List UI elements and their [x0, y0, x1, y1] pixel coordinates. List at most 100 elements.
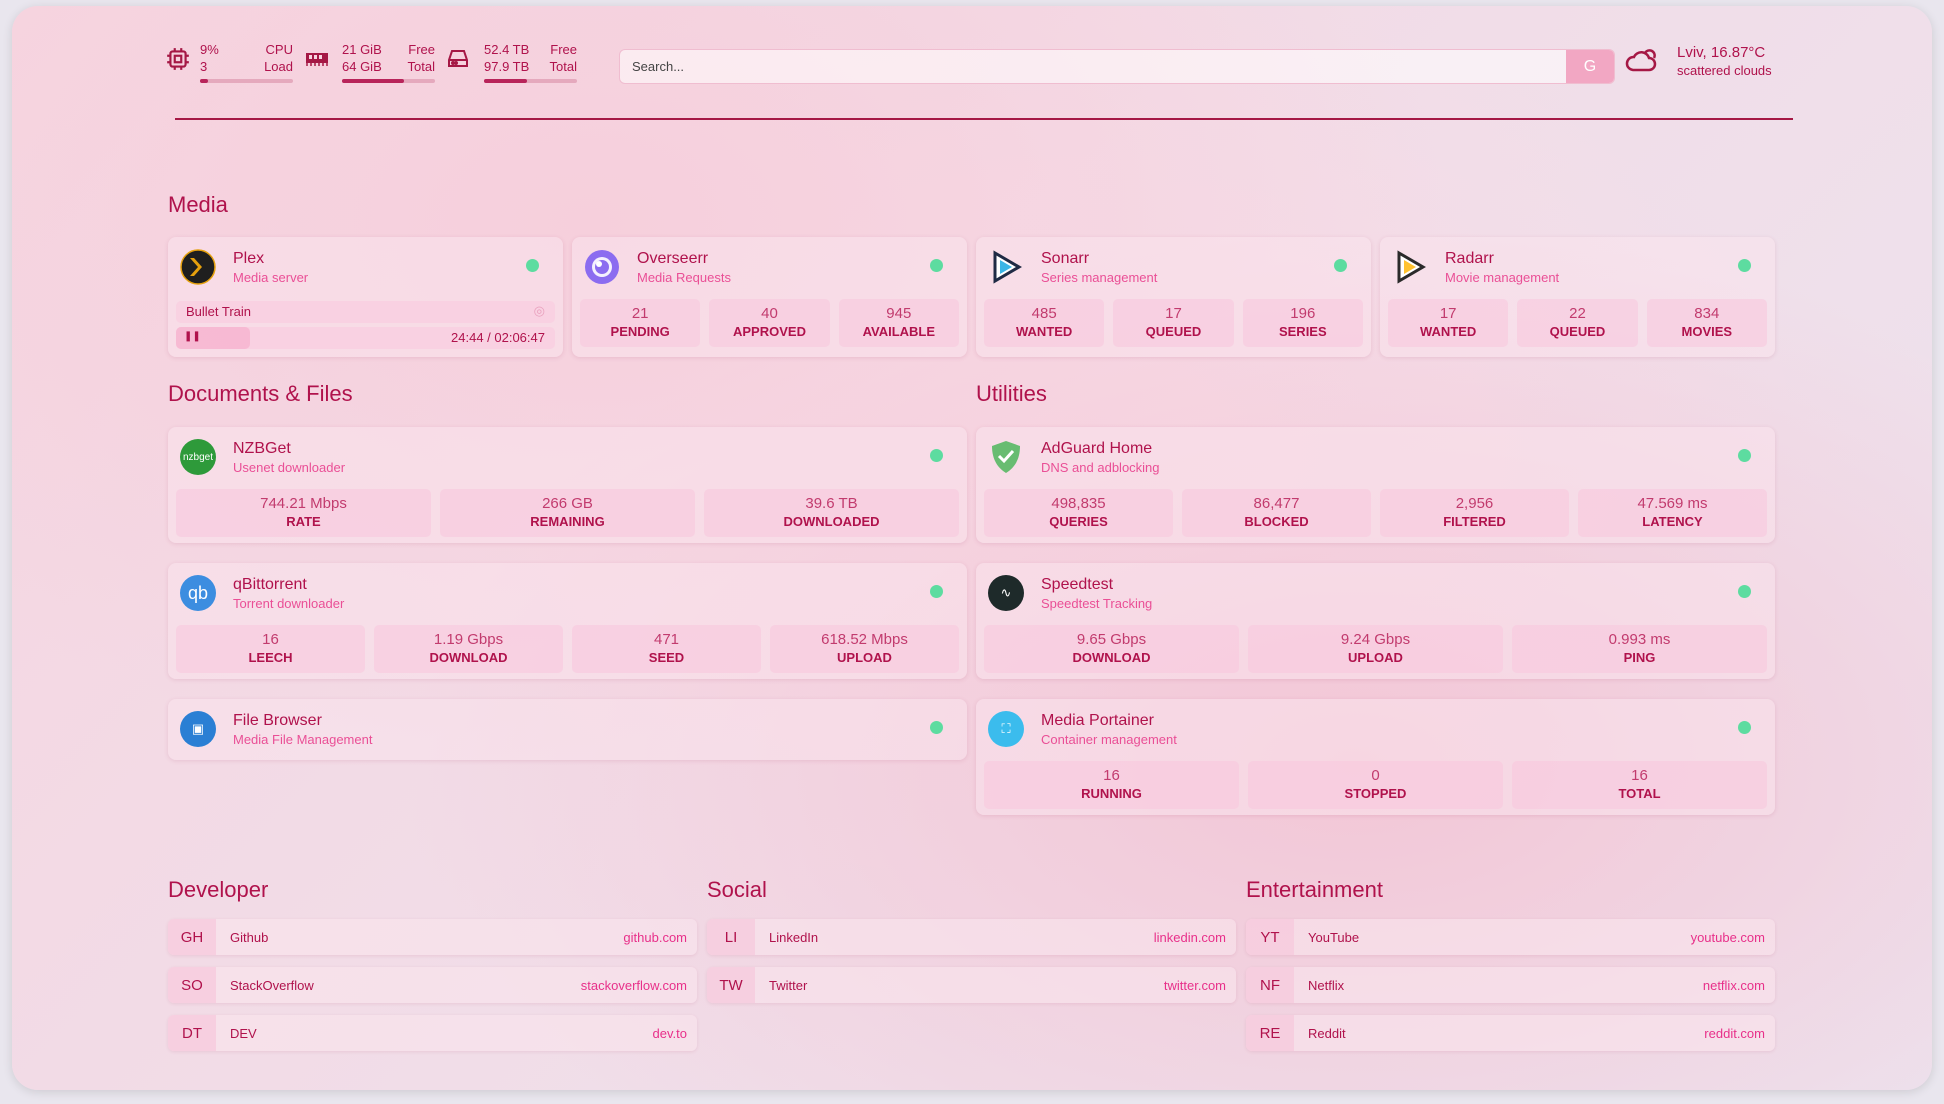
- bookmark-youtube[interactable]: YT YouTube youtube.com: [1246, 919, 1775, 955]
- bookmark-abbreviation: GH: [168, 919, 216, 955]
- service-card-nzbget[interactable]: nzbget NZBGet Usenet downloader 744.21 Mbps…: [168, 427, 967, 543]
- sonarr-icon: [988, 249, 1024, 285]
- stat-value: 22: [1569, 305, 1586, 322]
- service-card-radarr[interactable]: Radarr Movie management 17 WANTED 22 QUEUED 83…: [1380, 237, 1775, 357]
- service-name[interactable]: AdGuard Home: [1041, 440, 1153, 457]
- plex-icon: [180, 249, 216, 285]
- card-header: Plex Media server: [180, 249, 308, 287]
- stat-label: LATENCY: [1642, 514, 1703, 529]
- bookmark-name: LinkedIn: [769, 929, 819, 945]
- bookmark-twitter[interactable]: TW Twitter twitter.com: [707, 967, 1236, 1003]
- qbittorrent-icon: qb: [180, 575, 216, 611]
- search-provider-button[interactable]: G: [1566, 50, 1614, 83]
- stats-row: 16 LEECH 1.19 Gbps DOWNLOAD 471 SEED 618.52 Mb…: [176, 625, 959, 673]
- card-header: ⛶ Media Portainer Container management: [988, 711, 1177, 749]
- bookmark-name: StackOverflow: [230, 977, 314, 993]
- bookmark-reddit[interactable]: RE Reddit reddit.com: [1246, 1015, 1775, 1051]
- status-indicator: [1738, 449, 1751, 462]
- playback-progress: [176, 327, 250, 349]
- stat-value: 498,835: [1051, 495, 1106, 512]
- stat-value: 485: [1031, 305, 1057, 322]
- bookmark-github[interactable]: GH Github github.com: [168, 919, 697, 955]
- service-card-file-browser[interactable]: ▣ File Browser Media File Management: [168, 699, 967, 760]
- stat-value: 1.19 Gbps: [433, 631, 504, 648]
- card-header: ∿ Speedtest Speedtest Tracking: [988, 575, 1152, 613]
- service-name[interactable]: Media Portainer: [1041, 712, 1154, 729]
- stat-block: 471 SEED: [572, 625, 761, 673]
- stat-label: SERIES: [1278, 324, 1327, 339]
- service-name[interactable]: Overseerr: [637, 250, 709, 267]
- stat-block: 266 GB REMAINING: [440, 489, 695, 537]
- service-description: Movie management: [1445, 270, 1560, 285]
- service-name[interactable]: Sonarr: [1041, 250, 1090, 267]
- stat-block: 22 QUEUED: [1517, 299, 1638, 347]
- stat-value: 196: [1290, 305, 1316, 322]
- service-card-speedtest[interactable]: ∿ Speedtest Speedtest Tracking 9.65 Gbps DOW…: [976, 563, 1775, 679]
- stat-block: 16 LEECH: [176, 625, 365, 673]
- bookmark-abbreviation: NF: [1246, 967, 1294, 1003]
- bookmark-url: github.com: [623, 929, 687, 945]
- service-name[interactable]: NZBGet: [233, 440, 291, 457]
- service-description: Container management: [1041, 732, 1177, 747]
- header-divider: [175, 118, 1793, 120]
- service-description: DNS and adblocking: [1041, 460, 1160, 475]
- stream-settings-icon[interactable]: ◎: [533, 303, 545, 318]
- service-name[interactable]: qBittorrent: [233, 576, 307, 593]
- filebrowser-icon: ▣: [180, 711, 216, 747]
- section-title-developer: Developer: [168, 877, 269, 902]
- memory-widget: 21 GiB Free 64 GiB Total: [342, 41, 435, 83]
- bookmark-dev[interactable]: DT DEV dev.to: [168, 1015, 697, 1051]
- stat-block: 2,956 FILTERED: [1380, 489, 1569, 537]
- stat-block: 945 AVAILABLE: [838, 299, 959, 347]
- service-card-plex[interactable]: Plex Media server Bullet Train ◎ ❚❚ 24:44 / 0…: [168, 237, 563, 357]
- service-card-media-portainer[interactable]: ⛶ Media Portainer Container management 16 RU…: [976, 699, 1775, 815]
- service-name[interactable]: Radarr: [1445, 250, 1494, 267]
- stat-block: 16 RUNNING: [984, 761, 1239, 809]
- stat-label: PING: [1623, 650, 1656, 665]
- weather-description: scattered clouds: [1677, 63, 1772, 78]
- stats-row: 485 WANTED 17 QUEUED 196 SERIES: [984, 299, 1363, 347]
- bookmark-netflix[interactable]: NF Netflix netflix.com: [1246, 967, 1775, 1003]
- memory-free-label: Free: [408, 42, 435, 57]
- disk-free-label: Free: [550, 42, 577, 57]
- stat-value: 9.24 Gbps: [1340, 631, 1411, 648]
- stat-label: UPLOAD: [1348, 650, 1403, 665]
- service-description: Torrent downloader: [233, 596, 345, 611]
- stat-value: 0.993 ms: [1608, 631, 1671, 648]
- stat-block: 618.52 Mbps UPLOAD: [770, 625, 959, 673]
- card-header: Radarr Movie management: [1392, 249, 1559, 287]
- portainer-icon: ⛶: [988, 711, 1024, 747]
- service-card-sonarr[interactable]: Sonarr Series management 485 WANTED 17 QUEUED…: [976, 237, 1371, 357]
- stat-value: 618.52 Mbps: [821, 631, 908, 648]
- stat-label: TOTAL: [1618, 786, 1661, 801]
- memory-total-value: 64 GiB: [342, 59, 382, 74]
- stat-label: BLOCKED: [1244, 514, 1309, 529]
- status-indicator: [526, 259, 539, 272]
- stat-block: 47.569 ms LATENCY: [1578, 489, 1767, 537]
- pause-icon[interactable]: ❚❚: [184, 331, 201, 342]
- bookmark-name: YouTube: [1308, 929, 1360, 945]
- card-title-group: Sonarr Series management: [1041, 249, 1157, 287]
- bookmark-linkedin[interactable]: LI LinkedIn linkedin.com: [707, 919, 1236, 955]
- service-card-qbittorrent[interactable]: qb qBittorrent Torrent downloader 16 LEECH 1.…: [168, 563, 967, 679]
- stat-label: SEED: [648, 650, 685, 665]
- service-card-adguard-home[interactable]: AdGuard Home DNS and adblocking 498,835 QUE…: [976, 427, 1775, 543]
- service-name[interactable]: Speedtest: [1041, 576, 1114, 593]
- service-name[interactable]: File Browser: [233, 712, 322, 729]
- search-input[interactable]: [620, 50, 1566, 83]
- card-title-group: qBittorrent Torrent downloader: [233, 575, 344, 613]
- service-name[interactable]: Plex: [233, 250, 265, 267]
- service-card-overseerr[interactable]: Overseerr Media Requests 21 PENDING 40 APPROV…: [572, 237, 967, 357]
- weather-widget[interactable]: Lviv, 16.87°C scattered clouds: [1677, 43, 1772, 80]
- stat-label: LEECH: [248, 650, 293, 665]
- playback-bar[interactable]: ❚❚ 24:44 / 02:06:47: [176, 327, 555, 349]
- bookmark-name: Twitter: [769, 977, 808, 993]
- bookmark-stackoverflow[interactable]: SO StackOverflow stackoverflow.com: [168, 967, 697, 1003]
- section-title-social: Social: [707, 877, 767, 902]
- section-title-utilities: Utilities: [976, 381, 1047, 406]
- status-indicator: [930, 449, 943, 462]
- section-title-entertainment: Entertainment: [1246, 877, 1383, 902]
- stat-block: 17 QUEUED: [1113, 299, 1234, 347]
- stat-label: PENDING: [610, 324, 670, 339]
- stat-block: 21 PENDING: [580, 299, 701, 347]
